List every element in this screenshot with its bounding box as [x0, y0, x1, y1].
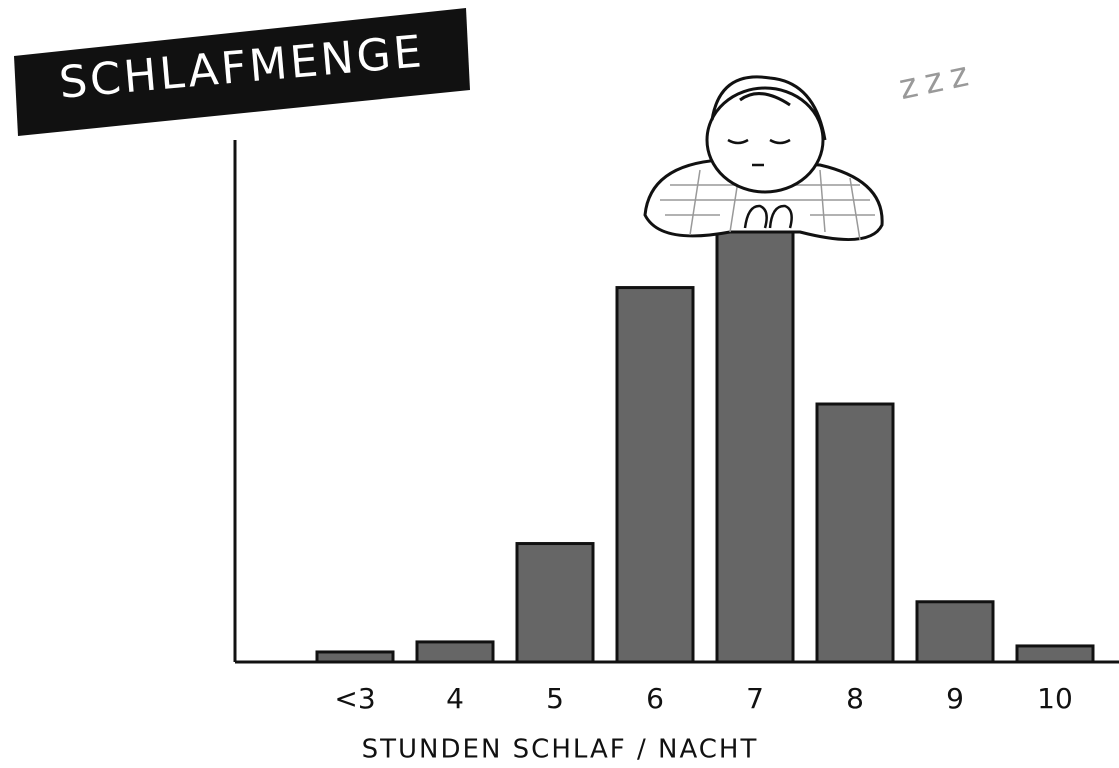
bar — [1017, 646, 1093, 662]
page: SCHLAFMENGE STUNDEN SCHLAF / NACHT zzz <… — [0, 0, 1119, 768]
x-axis-label: STUNDEN SCHLAF / NACHT — [362, 735, 759, 765]
head — [707, 88, 823, 192]
bar — [317, 652, 393, 662]
bar — [617, 288, 693, 662]
bar — [917, 602, 993, 662]
bar — [817, 404, 893, 662]
x-tick-label: 7 — [746, 682, 764, 715]
chart: SCHLAFMENGE STUNDEN SCHLAF / NACHT zzz <… — [0, 0, 1119, 768]
x-tick-label: <3 — [334, 682, 375, 715]
bar — [517, 544, 593, 662]
bar — [717, 230, 793, 662]
x-tick-label: 8 — [846, 682, 864, 715]
bar — [417, 642, 493, 662]
x-tick-label: 5 — [546, 682, 564, 715]
x-tick-label: 4 — [446, 682, 464, 715]
sleeping-person — [645, 77, 882, 240]
annotation: zzz — [896, 53, 980, 108]
x-tick-label: 10 — [1037, 682, 1073, 715]
x-tick-label: 9 — [946, 682, 964, 715]
x-tick-label: 6 — [646, 682, 664, 715]
